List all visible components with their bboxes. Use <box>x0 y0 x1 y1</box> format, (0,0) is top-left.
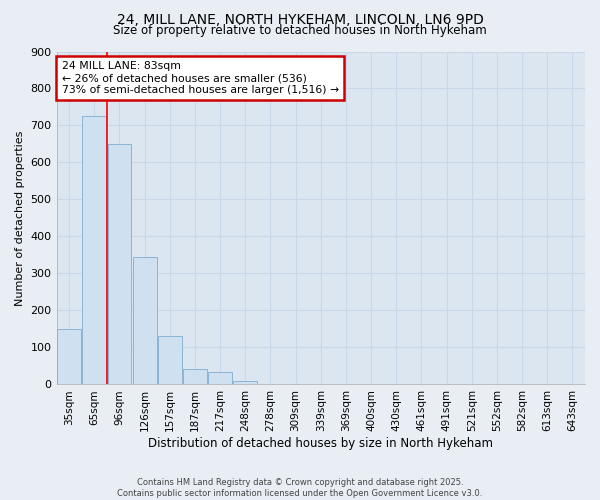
Bar <box>133 257 157 384</box>
Bar <box>158 336 182 384</box>
Bar <box>233 381 257 384</box>
Y-axis label: Number of detached properties: Number of detached properties <box>15 130 25 306</box>
Bar <box>208 372 232 384</box>
Text: 24, MILL LANE, NORTH HYKEHAM, LINCOLN, LN6 9PD: 24, MILL LANE, NORTH HYKEHAM, LINCOLN, L… <box>116 12 484 26</box>
Text: Size of property relative to detached houses in North Hykeham: Size of property relative to detached ho… <box>113 24 487 37</box>
Bar <box>57 329 81 384</box>
Text: Contains HM Land Registry data © Crown copyright and database right 2025.
Contai: Contains HM Land Registry data © Crown c… <box>118 478 482 498</box>
Text: 24 MILL LANE: 83sqm
← 26% of detached houses are smaller (536)
73% of semi-detac: 24 MILL LANE: 83sqm ← 26% of detached ho… <box>62 62 339 94</box>
Bar <box>82 116 106 384</box>
X-axis label: Distribution of detached houses by size in North Hykeham: Distribution of detached houses by size … <box>148 437 493 450</box>
Bar <box>183 369 207 384</box>
Bar <box>107 144 131 384</box>
